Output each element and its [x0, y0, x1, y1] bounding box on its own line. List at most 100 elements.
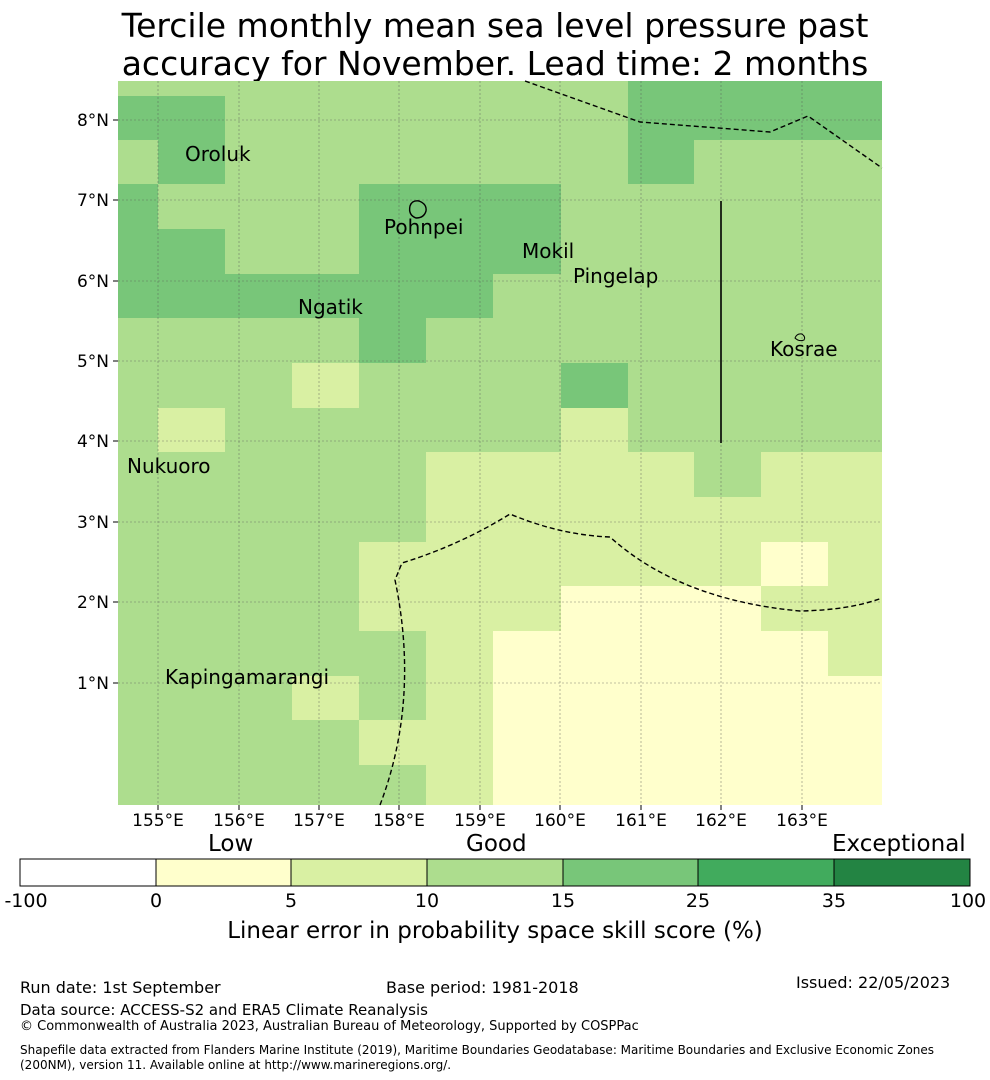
cell — [426, 676, 493, 720]
title-line-2: accuracy for November. Lead time: 2 mont… — [121, 44, 869, 83]
cell — [118, 542, 359, 586]
cell — [493, 720, 882, 765]
kosrae-island-shape — [794, 333, 806, 342]
cell — [118, 318, 359, 363]
colorbar-segment — [291, 859, 427, 886]
cell — [118, 96, 225, 140]
eez-boundaries — [379, 80, 883, 806]
cell — [225, 140, 628, 184]
place-label-oroluk: Oroluk — [185, 142, 251, 166]
colorbar-category-low: Low — [208, 831, 254, 857]
colorbar-tick: 35 — [821, 890, 847, 912]
colorbar-tick: 15 — [550, 890, 576, 912]
cell — [118, 452, 426, 497]
colorbar-category-exceptional: Exceptional — [832, 831, 966, 857]
cell — [225, 408, 561, 452]
place-label-kosrae: Kosrae — [770, 337, 838, 361]
lat-label: 2°N — [77, 593, 109, 613]
lon-label: 158°E — [373, 811, 425, 831]
cell — [426, 318, 882, 363]
cell — [828, 542, 882, 586]
colorbar-tick: 100 — [949, 890, 987, 912]
colorbar-category-good: Good — [466, 831, 527, 857]
lat-label: 6°N — [77, 272, 109, 292]
colorbar-tick: 0 — [149, 890, 163, 912]
cell — [118, 81, 628, 96]
lat-label: 7°N — [77, 191, 109, 211]
cell — [359, 229, 561, 274]
colorbar-tick: -100 — [4, 890, 48, 912]
place-label-kapingamarangi: Kapingamarangi — [165, 665, 329, 689]
cell — [118, 363, 292, 408]
lon-label: 155°E — [132, 811, 184, 831]
cell — [292, 363, 359, 408]
place-label-pingelap: Pingelap — [573, 264, 658, 288]
lon-label: 162°E — [695, 811, 747, 831]
lon-label: 161°E — [615, 811, 667, 831]
cell — [561, 408, 628, 452]
data-source: Data source: ACCESS-S2 and ERA5 Climate … — [20, 1001, 428, 1019]
cell — [628, 81, 882, 96]
cell — [118, 497, 426, 542]
place-label-pohnpei: Pohnpei — [384, 215, 464, 239]
cell — [561, 363, 628, 408]
lon-label: 159°E — [454, 811, 506, 831]
cell — [225, 229, 359, 274]
issued-date: Issued: 22/05/2023 — [796, 973, 951, 992]
cell — [628, 408, 882, 452]
place-label-ngatik: Ngatik — [298, 295, 363, 319]
cell — [493, 676, 882, 720]
cell — [158, 408, 225, 452]
colorbar-segment — [698, 859, 834, 886]
colorbar-tick: 10 — [414, 890, 440, 912]
lon-label: 163°E — [776, 811, 828, 831]
lon-label: 157°E — [293, 811, 345, 831]
cell — [359, 765, 426, 805]
cell — [828, 631, 882, 676]
colorbar-segment — [563, 859, 698, 886]
skill-grid — [118, 81, 882, 805]
cell — [761, 542, 828, 586]
cell — [359, 318, 426, 363]
copyright: © Commonwealth of Australia 2023, Austra… — [20, 1019, 639, 1034]
cell — [493, 765, 882, 805]
cell — [118, 140, 158, 184]
cell — [292, 676, 359, 720]
cell — [493, 631, 828, 676]
lat-label: 4°N — [77, 432, 109, 452]
place-label-nukuoro: Nukuoro — [127, 454, 211, 478]
cell — [118, 274, 493, 318]
cell — [158, 140, 225, 184]
lon-label: 160°E — [534, 811, 586, 831]
lat-label: 5°N — [77, 352, 109, 372]
cell — [628, 96, 882, 140]
lat-label: 3°N — [77, 513, 109, 533]
title-line-1: Tercile monthly mean sea level pressure … — [121, 6, 869, 45]
colorbar-label: Linear error in probability space skill … — [227, 918, 763, 944]
cell — [359, 720, 493, 765]
cell — [359, 363, 561, 408]
colorbar — [19, 858, 971, 887]
cell — [761, 452, 882, 497]
cell — [359, 586, 561, 631]
run-date: Run date: 1st September — [20, 978, 221, 997]
colorbar-segment — [156, 859, 291, 886]
lon-label: 156°E — [213, 811, 265, 831]
cell — [694, 452, 761, 497]
cell — [426, 765, 493, 805]
shapefile-credit-2: (200NM), version 11. Available online at… — [20, 1058, 452, 1072]
shapefile-credit-1: Shapefile data extracted from Flanders M… — [20, 1043, 935, 1057]
colorbar-tick: 5 — [284, 890, 298, 912]
cell — [118, 408, 158, 452]
cell — [118, 676, 292, 720]
cell — [118, 184, 158, 229]
cell — [628, 140, 694, 184]
colorbar-tick: 25 — [685, 890, 711, 912]
cell — [118, 586, 359, 631]
place-label-mokil: Mokil — [522, 239, 574, 263]
pohnpei-island-shape — [408, 200, 427, 219]
axis-ticks — [113, 119, 803, 810]
cell — [359, 676, 426, 720]
cell — [359, 184, 561, 229]
